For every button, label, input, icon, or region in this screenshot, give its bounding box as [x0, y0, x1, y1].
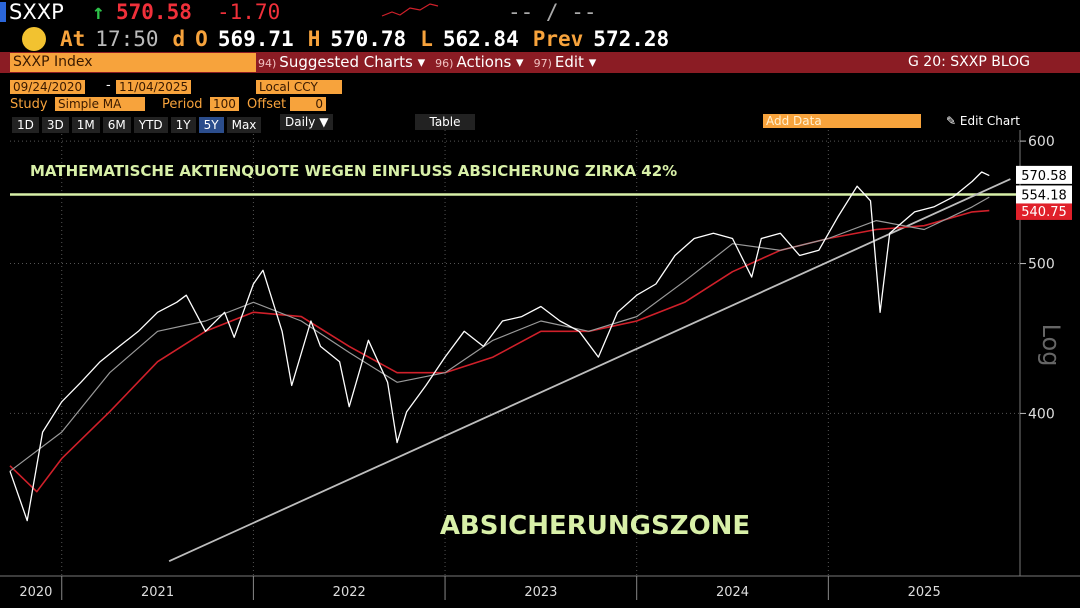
- x-tick-label: 2024: [716, 585, 749, 600]
- quote-label: Prev: [532, 27, 584, 51]
- menu-number: 96): [435, 57, 454, 70]
- marker-label-box: [1016, 165, 1072, 184]
- up-arrow: ↑: [92, 0, 105, 24]
- y-axis-label: Log: [1037, 324, 1065, 367]
- date-sep: -: [106, 78, 111, 93]
- x-tick-label: 2022: [333, 585, 366, 600]
- x-tick-label: 2023: [524, 585, 557, 600]
- launchpad[interactable]: G 20: SXXP BLOG: [908, 54, 1031, 70]
- reference-label-box: [1016, 185, 1072, 204]
- quote-value: 570.78: [330, 27, 407, 51]
- menu[interactable]: 94) Suggested Charts ▾: [258, 53, 426, 71]
- menu-number: 97): [533, 57, 552, 70]
- quote-label: d: [172, 27, 186, 51]
- edit-chart-label: Edit Chart: [959, 114, 1020, 128]
- x-tick-label: 2021: [141, 585, 174, 600]
- security-bar: [0, 52, 1080, 73]
- menu-number: 94): [258, 57, 277, 70]
- y-tick-label: 600: [1028, 134, 1055, 150]
- marker-label: 540.75: [1021, 205, 1067, 220]
- offset-label: Offset: [247, 97, 287, 112]
- series-line: [9, 171, 990, 522]
- bid-ask: -- / --: [508, 0, 597, 24]
- currency[interactable]: Local CCY: [256, 80, 342, 94]
- sparkline: [381, 3, 439, 17]
- study-field[interactable]: Simple MA: [55, 97, 145, 111]
- marker-label-box: [1016, 201, 1072, 220]
- gauge-icon: [22, 27, 46, 51]
- period-field[interactable]: 100: [210, 97, 239, 111]
- security-field[interactable]: SXXP Index: [10, 53, 256, 72]
- quote-value: 572.28: [593, 27, 670, 51]
- quote-label: H: [307, 27, 321, 51]
- range-button[interactable]: 1D: [12, 117, 39, 133]
- range-button[interactable]: 1Y: [170, 117, 196, 133]
- range-button[interactable]: 1M: [71, 117, 100, 133]
- menu-label: Actions: [456, 53, 512, 71]
- range-button[interactable]: YTD: [133, 117, 168, 133]
- net-change: -1.70: [217, 0, 281, 24]
- range-button[interactable]: 3D: [41, 117, 69, 133]
- quote-label: L: [420, 27, 433, 51]
- edit-chart[interactable]: ✎ Edit Chart: [946, 114, 1020, 128]
- range-buttons: 1D 3D 1M 6M YTD 1Y 5Y Max: [12, 114, 264, 133]
- quote-row: At 17:50 d O 569.71 H 570.78 L 562.84 Prev 572.28: [60, 27, 683, 51]
- study-label: Study: [10, 97, 48, 112]
- annotation: MATHEMATISCHE AKTIENQUOTE WEGEN EINFLUSS…: [30, 162, 677, 180]
- quote-label: At: [60, 27, 86, 51]
- quote-label: O: [195, 27, 208, 51]
- start-date[interactable]: 09/24/2020: [10, 80, 86, 94]
- menus: 94) Suggested Charts ▾ 96) Actions ▾ 97) Edit…: [258, 53, 606, 73]
- menu[interactable]: 96) Actions ▾: [435, 53, 524, 71]
- series-line: [9, 196, 990, 472]
- x-tick-label: 2020: [19, 585, 52, 600]
- menu[interactable]: 97) Edit ▾: [533, 53, 597, 71]
- quote-value: 17:50: [95, 27, 159, 51]
- period-label: Period: [162, 97, 203, 112]
- end-date[interactable]: 11/04/2025: [116, 80, 192, 94]
- table-button[interactable]: Table: [415, 114, 475, 130]
- y-tick-label: 500: [1028, 257, 1055, 273]
- offset-field[interactable]: 0: [290, 97, 326, 111]
- menu-label: Suggested Charts: [279, 53, 413, 71]
- range-button[interactable]: 6M: [102, 117, 131, 133]
- range-button[interactable]: 5Y: [198, 117, 224, 133]
- reference-label: 554.18: [1021, 188, 1067, 203]
- marker-label: 570.58: [1021, 169, 1067, 184]
- frequency-label: Daily: [285, 115, 316, 129]
- x-tick-label: 2025: [908, 585, 941, 600]
- ticker: SXXP: [9, 0, 64, 24]
- menu-label: Edit: [554, 53, 584, 71]
- frequency[interactable]: Daily ▼: [280, 114, 334, 130]
- range-button[interactable]: Max: [226, 117, 262, 133]
- add-data[interactable]: Add Data: [763, 114, 921, 128]
- last-price: 570.58: [116, 0, 192, 24]
- ticker-flag: [0, 2, 6, 22]
- series-line: [9, 209, 990, 493]
- series-line: [168, 178, 1011, 563]
- quote-value: 562.84: [442, 27, 519, 51]
- y-tick-label: 400: [1028, 406, 1055, 422]
- quote-value: 569.71: [217, 27, 294, 51]
- annotation: ABSICHERUNGSZONE: [440, 511, 750, 541]
